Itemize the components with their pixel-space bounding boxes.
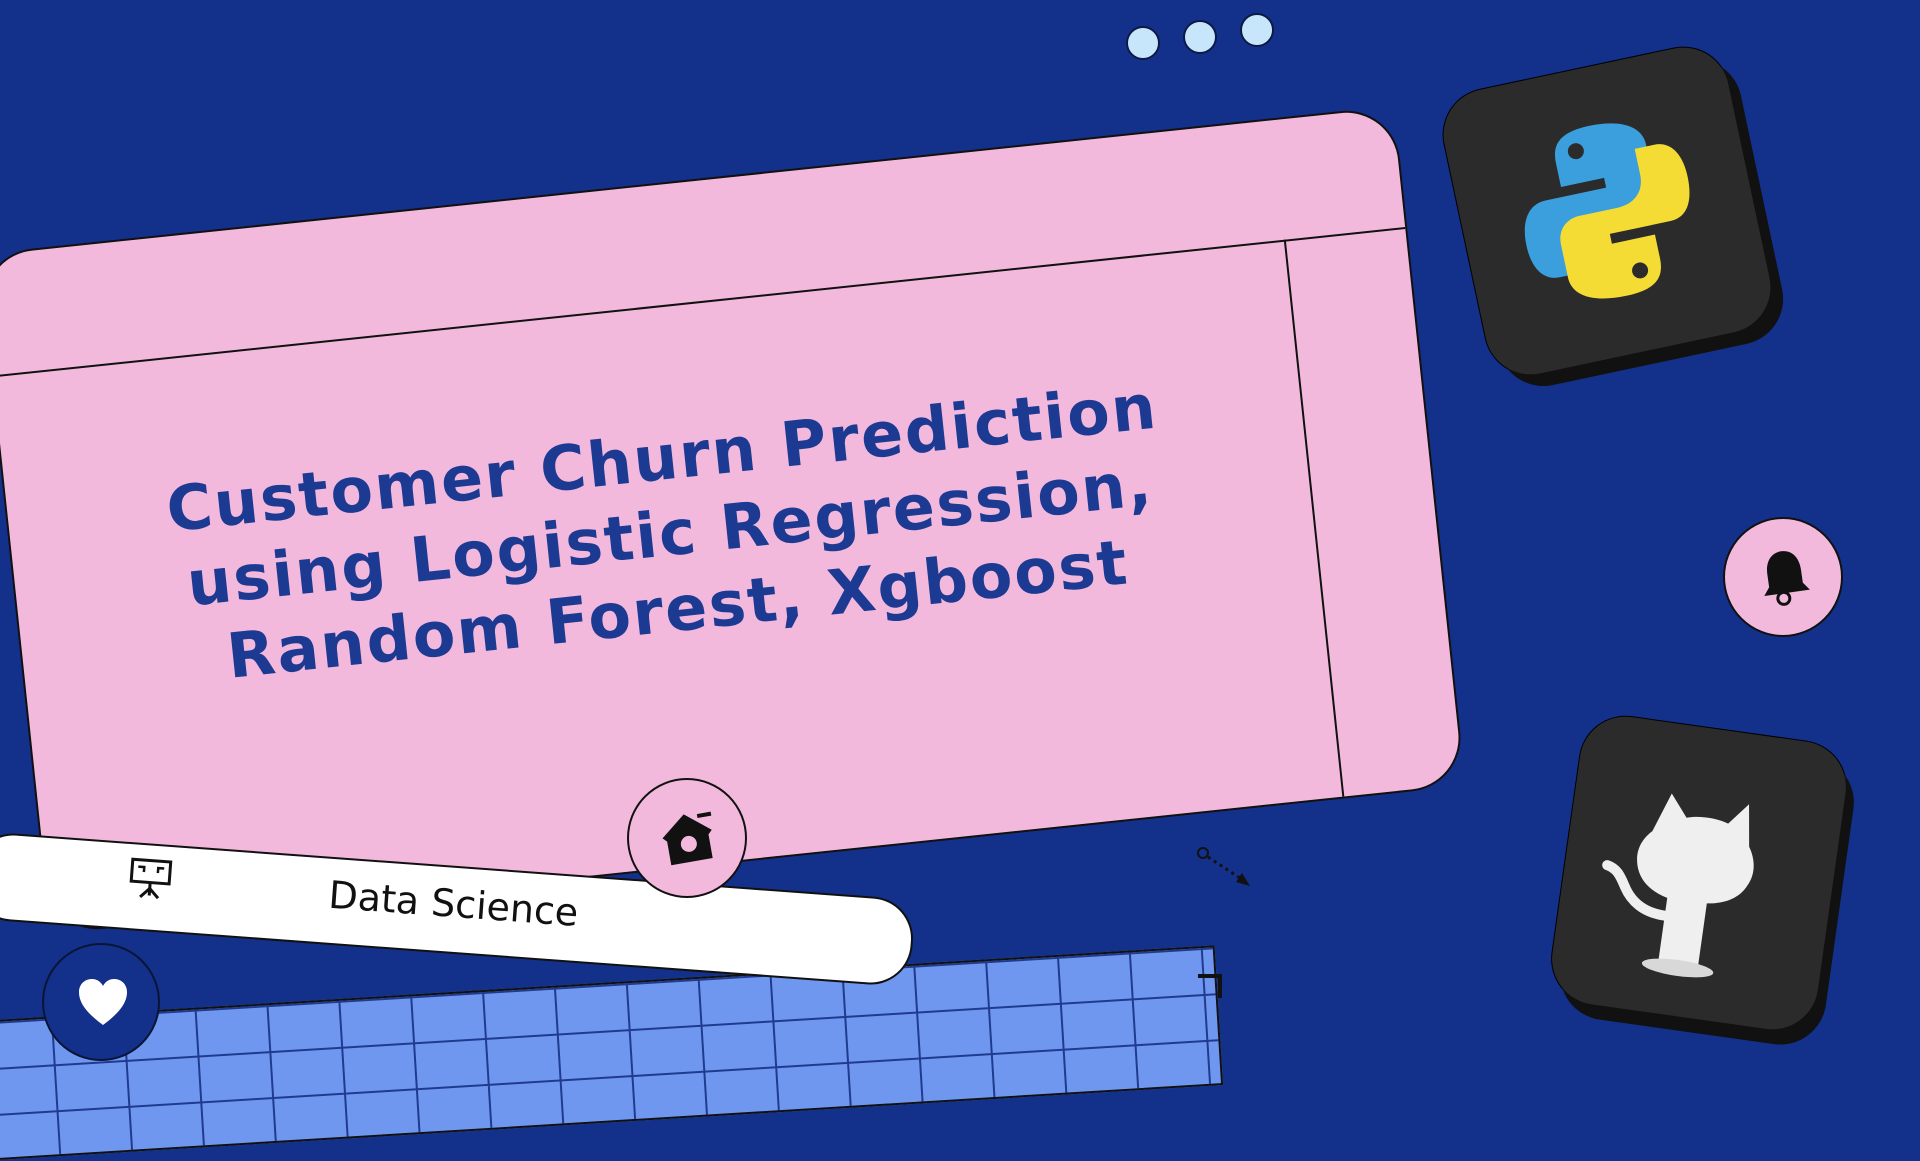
heart-icon xyxy=(79,979,127,1025)
window-dot-2 xyxy=(1183,20,1217,54)
category-tag: Data Science xyxy=(0,830,916,988)
home-badge xyxy=(627,778,747,898)
github-octocat-icon xyxy=(1602,793,1754,978)
card-title-bar-divider xyxy=(0,226,1406,378)
category-tag-label: Data Science xyxy=(327,872,580,935)
python-logo-icon xyxy=(1524,123,1690,299)
presentation-board-icon xyxy=(129,857,173,900)
grid-panel xyxy=(0,945,1224,1161)
card-sidebar-divider xyxy=(1283,239,1345,797)
bell-badge xyxy=(1723,517,1843,637)
birdhouse-icon xyxy=(662,811,713,866)
grid-corner-mark xyxy=(1198,974,1222,998)
github-tile xyxy=(1546,710,1852,1036)
bell-icon xyxy=(1764,551,1810,606)
window-dot-3 xyxy=(1240,13,1274,47)
dotted-arrow-icon xyxy=(1197,847,1250,886)
window-dot-1 xyxy=(1126,26,1160,60)
heart-badge xyxy=(42,943,160,1061)
python-tile xyxy=(1435,39,1779,383)
